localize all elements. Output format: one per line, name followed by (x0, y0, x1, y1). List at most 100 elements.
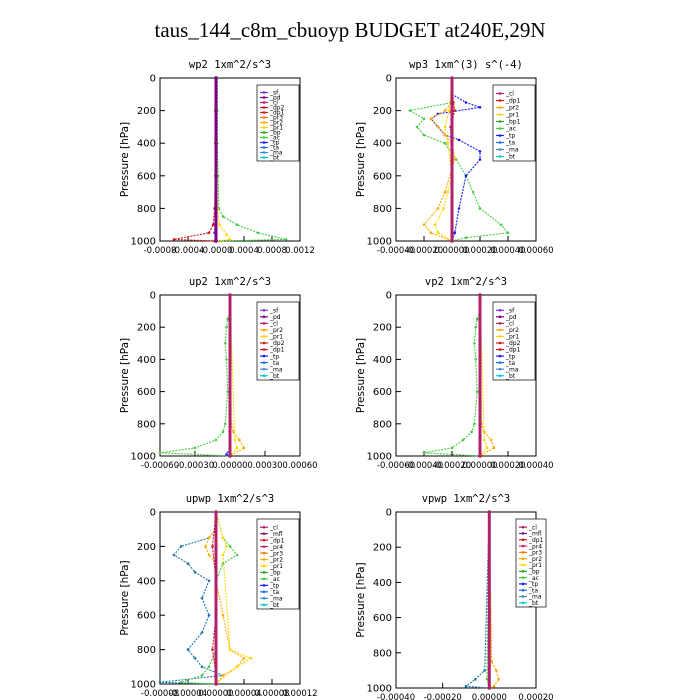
data-point (207, 665, 211, 669)
legend-label: _bt (269, 373, 280, 380)
data-point (475, 390, 479, 393)
data-point (225, 233, 228, 236)
data-point (186, 648, 190, 651)
legend-label: _cl (528, 524, 537, 531)
y-tick-label: 1000 (367, 452, 392, 463)
data-point (214, 76, 218, 80)
data-point (235, 553, 239, 557)
data-point (478, 454, 482, 458)
chart-title: wp3 1xm^(3) s^(-4) (409, 59, 523, 71)
legend-label: _ta (505, 360, 515, 367)
chart-panel-4: vp2 1xm^2/s^3 Pressure [hPa] 0 200 400 600 800… (355, 276, 554, 471)
legend-label: _cl (269, 100, 278, 107)
legend-box (492, 301, 536, 381)
data-point (492, 446, 496, 450)
data-point (443, 109, 447, 112)
legend-marker (262, 111, 266, 114)
legend-box (515, 518, 547, 608)
data-point (228, 648, 232, 651)
legend-marker (262, 131, 266, 134)
legend-label: _dp1 (505, 98, 521, 105)
legend: _cl_mfl_dp1_pr4_pr3_pr2_pr1_bp_ac_tp_ta_… (256, 518, 300, 610)
data-point (442, 207, 445, 210)
data-point (186, 562, 190, 565)
x-tick-label: -0.00020 (405, 246, 443, 256)
y-tick-label: 1000 (131, 680, 156, 691)
legend-label: _tp (269, 583, 279, 590)
y-axis-label: Pressure [hPa] (355, 338, 367, 413)
legend-marker (498, 348, 502, 351)
x-tick-label: -0.00030 (176, 461, 214, 471)
data-point (485, 677, 489, 681)
data-point (422, 117, 426, 121)
data-point (457, 138, 461, 142)
legend-marker (498, 341, 502, 345)
legend-marker (262, 328, 266, 332)
data-point (207, 613, 211, 617)
legend-label: _ta (269, 145, 279, 152)
legend-label: _pr4 (269, 544, 283, 551)
y-tick-label: 600 (373, 613, 392, 624)
data-point (443, 125, 447, 129)
y-tick-label: 0 (150, 291, 156, 302)
y-axis-label: Pressure [hPa] (119, 560, 131, 635)
x-tick-label: -0.0000 (200, 246, 233, 256)
y-tick-label: 400 (137, 139, 156, 150)
chart-title: vp2 1xm^2/s^3 (425, 276, 507, 288)
legend-label: _pr2 (269, 557, 283, 564)
legend-label: _pr1 (528, 562, 542, 569)
legend-label: _cl (269, 321, 278, 328)
legend-marker (262, 571, 266, 574)
legend-marker (521, 532, 525, 535)
figure-title: taus_144_c8m_cbuoyp BUDGET at240E,29N (154, 18, 546, 42)
data-point (207, 231, 211, 235)
x-tick-label: 0.00000 (212, 461, 247, 471)
data-point (487, 686, 492, 690)
data-point (200, 674, 204, 677)
data-point (172, 553, 176, 557)
legend-marker (498, 148, 502, 151)
x-tick-label: -0.00060 (141, 461, 179, 471)
legend-marker (262, 335, 266, 338)
legend-marker (262, 545, 266, 548)
data-point (228, 545, 232, 548)
legend-marker (262, 322, 266, 325)
legend-marker (498, 134, 502, 137)
legend-marker (262, 564, 266, 568)
x-tick-label: 0.0008 (257, 246, 287, 256)
y-tick-label: 400 (137, 576, 156, 587)
chart-title: upwp 1xm^2/s^3 (186, 493, 275, 505)
legend-marker (262, 156, 266, 159)
data-point (211, 545, 214, 548)
data-point (470, 430, 473, 434)
legend-label: _bp1 (505, 119, 521, 126)
x-tick-label: -0.00040 (377, 246, 415, 256)
data-point (218, 223, 221, 226)
data-point (464, 236, 468, 239)
legend-marker (262, 361, 266, 364)
data-point (474, 358, 478, 361)
data-point (464, 101, 468, 104)
data-point (256, 231, 260, 235)
legend-label: _ma (269, 596, 283, 603)
legend-label: _ma (528, 594, 542, 601)
legend-marker (262, 141, 266, 144)
legend-marker (262, 354, 266, 358)
legend-label: _ac (269, 135, 280, 142)
data-point (235, 223, 239, 226)
legend-marker (262, 577, 266, 581)
data-point (221, 613, 225, 617)
data-point (443, 190, 447, 194)
data-point (249, 656, 253, 660)
legend-marker (262, 348, 266, 351)
legend-marker (521, 544, 525, 548)
data-point (464, 684, 468, 688)
legend-marker (262, 315, 266, 319)
legend-label: _pr2 (269, 120, 283, 127)
legend-marker (262, 136, 266, 139)
legend: _cl_mfl_dp1_pr4_pr3_pr2_pr1_bp_ac_tp_ta_… (515, 518, 547, 608)
data-point (233, 438, 236, 442)
y-tick-label: 200 (373, 543, 392, 554)
legend-label: _pr2 (528, 556, 542, 563)
data-point (179, 681, 183, 684)
